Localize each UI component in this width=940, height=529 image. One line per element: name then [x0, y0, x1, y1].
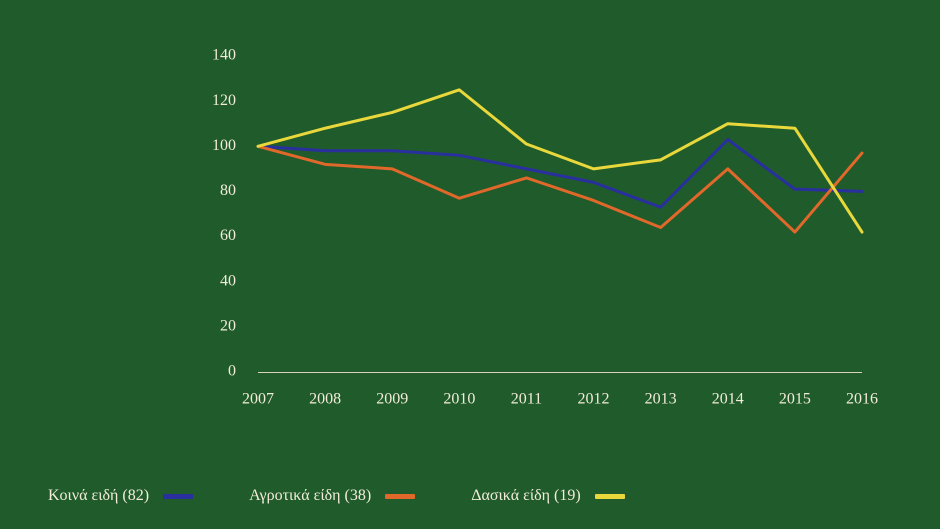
x-tick-label: 2016 [846, 391, 878, 408]
legend: Κοινά ειδή (82) Αγροτικά είδη (38) Δασικά … [48, 487, 625, 505]
y-tick-label: 40 [220, 272, 236, 289]
x-tick-label: 2011 [511, 391, 542, 408]
legend-swatch [163, 494, 193, 499]
legend-swatch [385, 494, 415, 499]
line-chart: 0 20 40 60 80 100 120 140 2007 2008 2009 2010 2011 20… [0, 0, 940, 529]
y-tick-label: 140 [212, 47, 236, 64]
x-tick-label: 2010 [443, 391, 475, 408]
x-tick-label: 2012 [578, 391, 610, 408]
legend-label: Δασικά είδη (19) [471, 487, 581, 505]
legend-label: Κοινά ειδή (82) [48, 487, 149, 505]
y-tick-label: 0 [228, 363, 236, 380]
legend-item-dasika: Δασικά είδη (19) [471, 487, 625, 505]
legend-item-koina: Κοινά ειδή (82) [48, 487, 193, 505]
y-tick-label: 80 [220, 182, 236, 199]
x-tick-label: 2008 [309, 391, 341, 408]
legend-swatch [595, 494, 625, 499]
y-tick-label: 60 [220, 227, 236, 244]
x-tick-label: 2007 [242, 391, 274, 408]
legend-item-agrotika: Αγροτικά είδη (38) [249, 487, 415, 505]
y-tick-label: 20 [220, 318, 236, 335]
x-tick-label: 2013 [645, 391, 677, 408]
y-tick-label: 120 [212, 92, 236, 109]
y-tick-label: 100 [212, 137, 236, 154]
legend-label: Αγροτικά είδη (38) [249, 487, 371, 505]
x-tick-label: 2014 [712, 391, 744, 408]
x-tick-label: 2009 [376, 391, 408, 408]
x-tick-label: 2015 [779, 391, 811, 408]
